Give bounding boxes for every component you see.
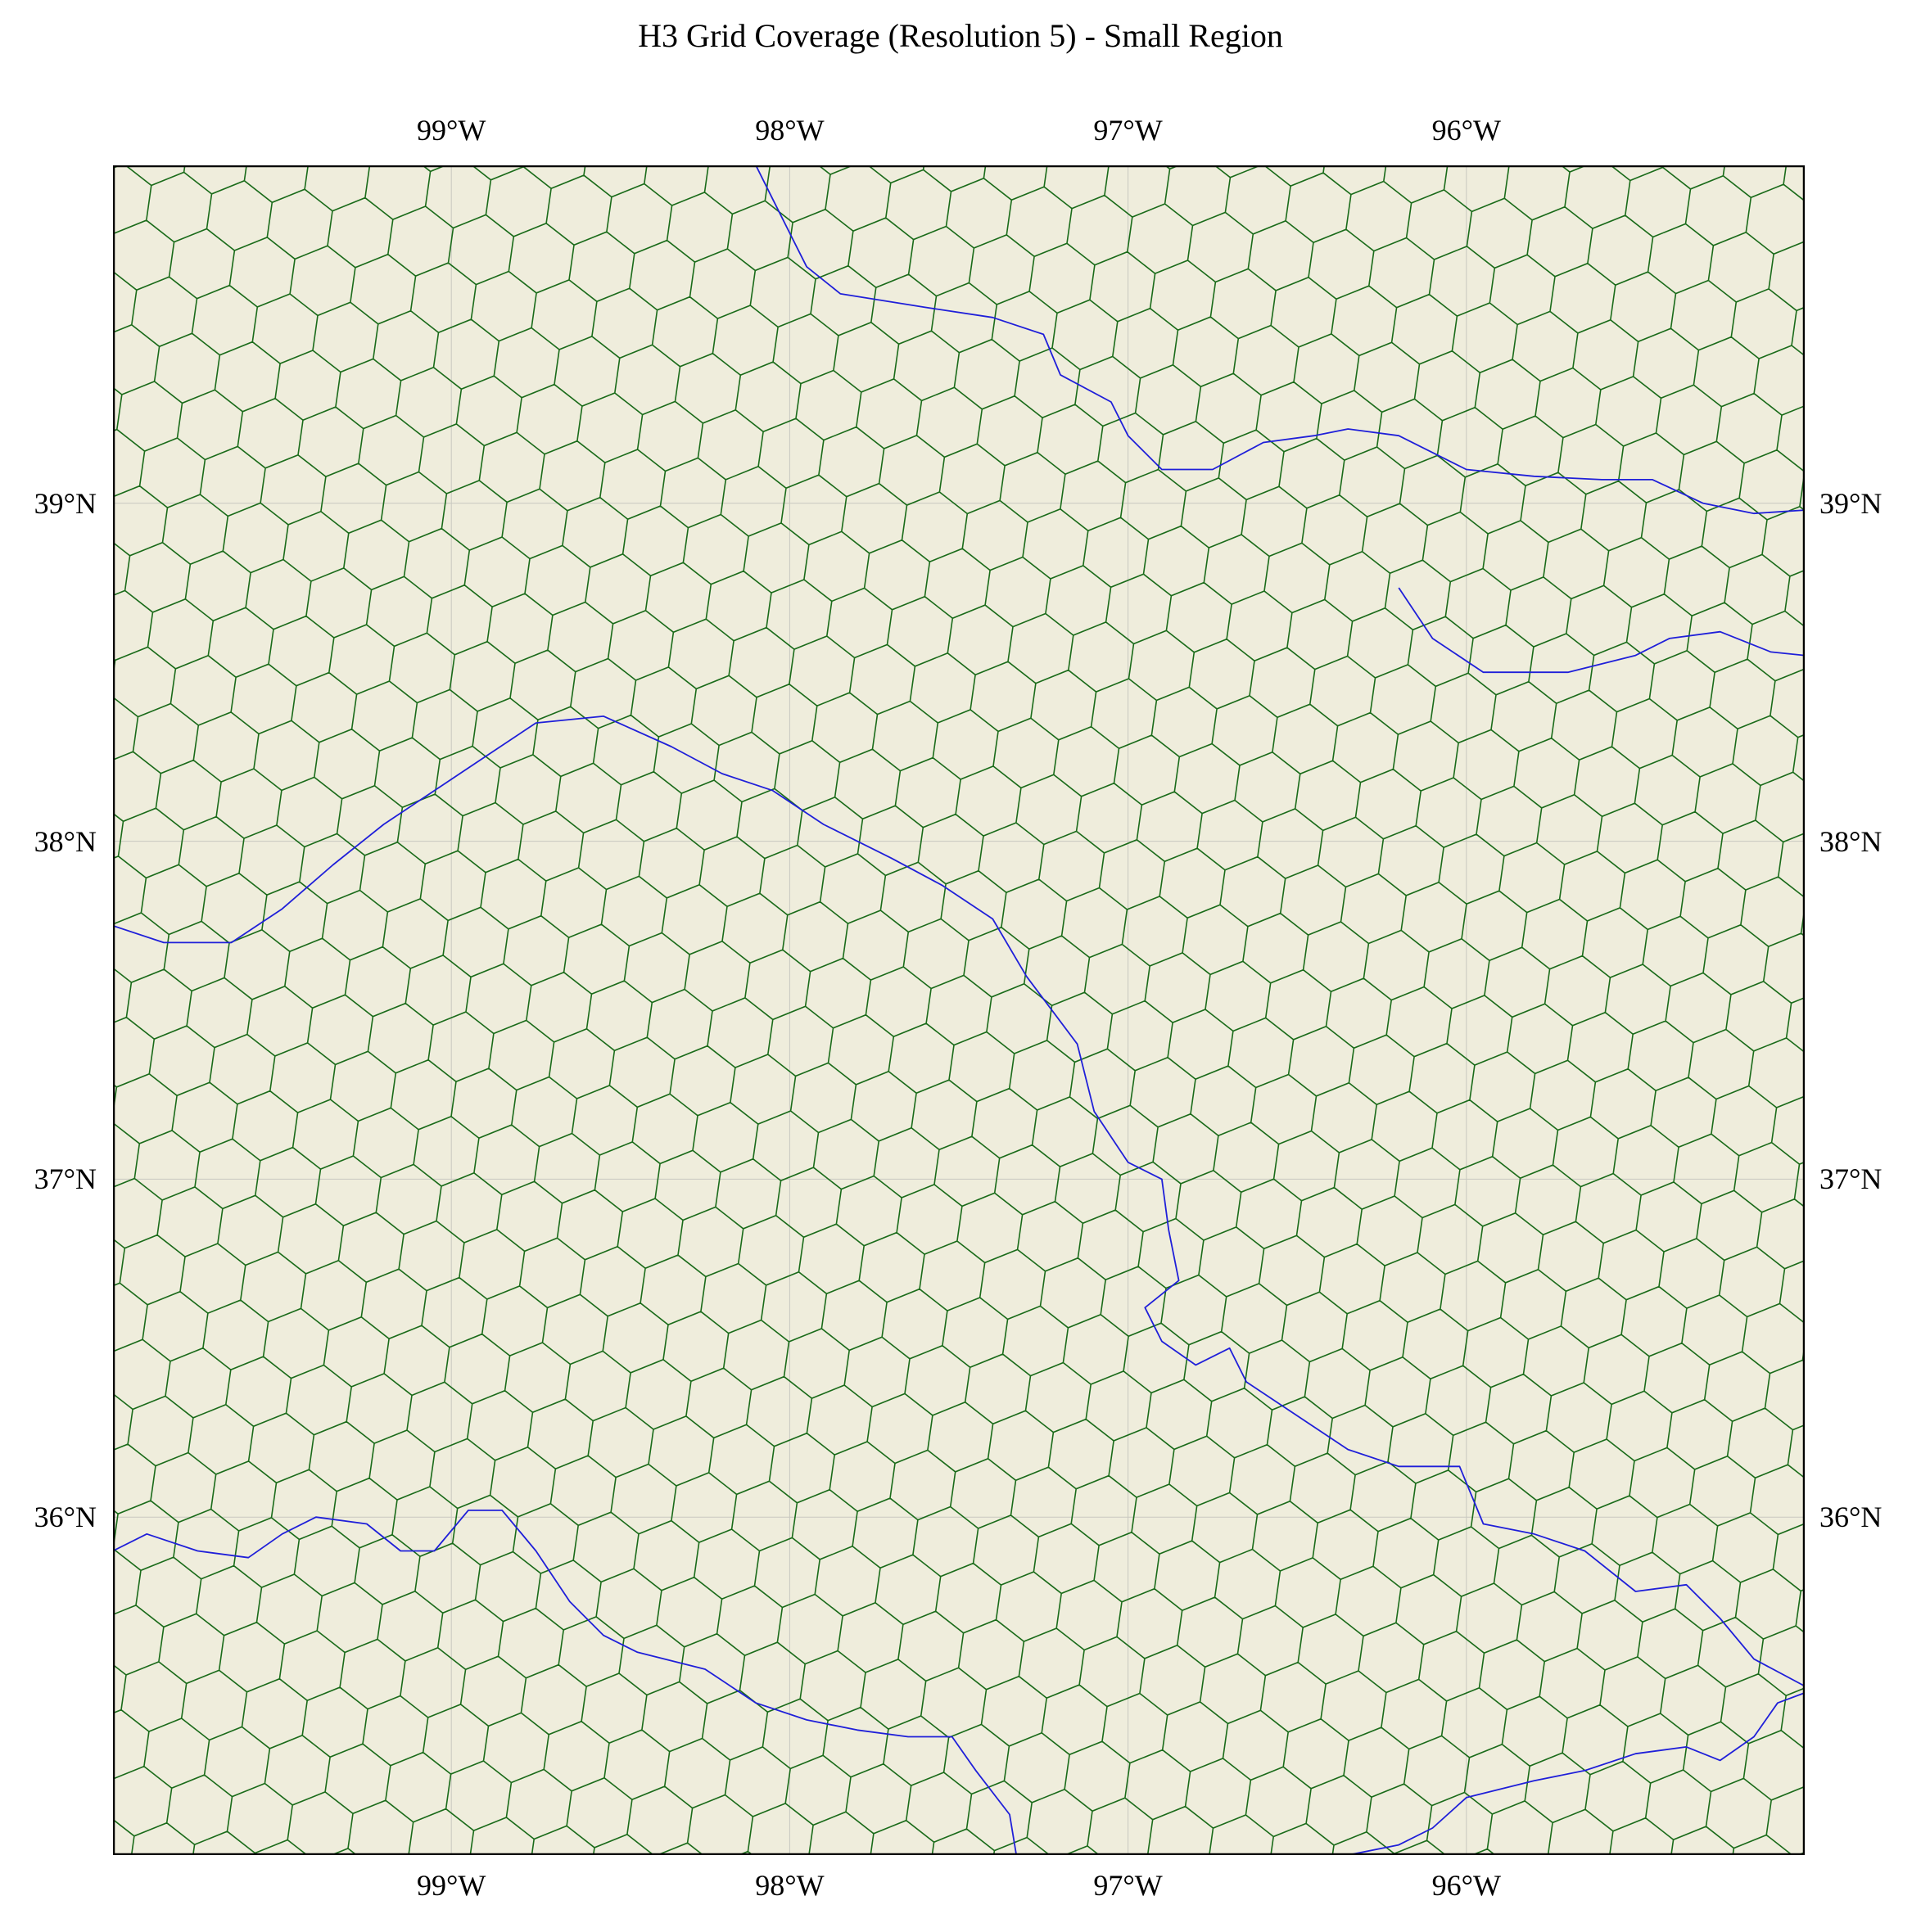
land-background (113, 165, 1805, 1855)
h3-hex-grid (113, 165, 1805, 1855)
hex-cell-edges (113, 165, 1805, 1855)
lon-tick-label-top: 99°W (417, 114, 486, 147)
rivers-layer (113, 165, 1805, 1855)
lon-tick-label-bottom: 97°W (1093, 1869, 1163, 1902)
river-line (113, 1510, 1018, 1855)
lon-tick-label-top: 96°W (1431, 114, 1501, 147)
lat-tick-label-right: 36°N (1819, 1501, 1883, 1534)
lat-tick-label-right: 38°N (1819, 824, 1883, 858)
river-line (1348, 1692, 1805, 1855)
chart-title: H3 Grid Coverage (Resolution 5) - Small … (638, 17, 1283, 54)
river-line (1398, 587, 1805, 674)
lat-tick-label-left: 39°N (34, 486, 97, 520)
river-line (113, 715, 1805, 1687)
lat-tick-label-right: 37°N (1819, 1162, 1883, 1196)
lat-tick-label-right: 39°N (1819, 486, 1883, 520)
lat-tick-label-left: 36°N (34, 1501, 97, 1534)
gridlines (113, 165, 1805, 1855)
map-canvas (113, 165, 1805, 1855)
lon-tick-label-bottom: 96°W (1431, 1869, 1501, 1902)
lon-tick-label-bottom: 98°W (755, 1869, 825, 1902)
lon-tick-label-top: 97°W (1093, 114, 1163, 147)
map-frame (113, 165, 1805, 1855)
lon-tick-label-top: 98°W (755, 114, 825, 147)
lat-tick-label-left: 38°N (34, 824, 97, 858)
river-line (755, 165, 1805, 515)
map-panel[interactable] (113, 165, 1805, 1855)
lon-tick-label-bottom: 99°W (417, 1869, 486, 1902)
lat-tick-label-left: 37°N (34, 1162, 97, 1196)
